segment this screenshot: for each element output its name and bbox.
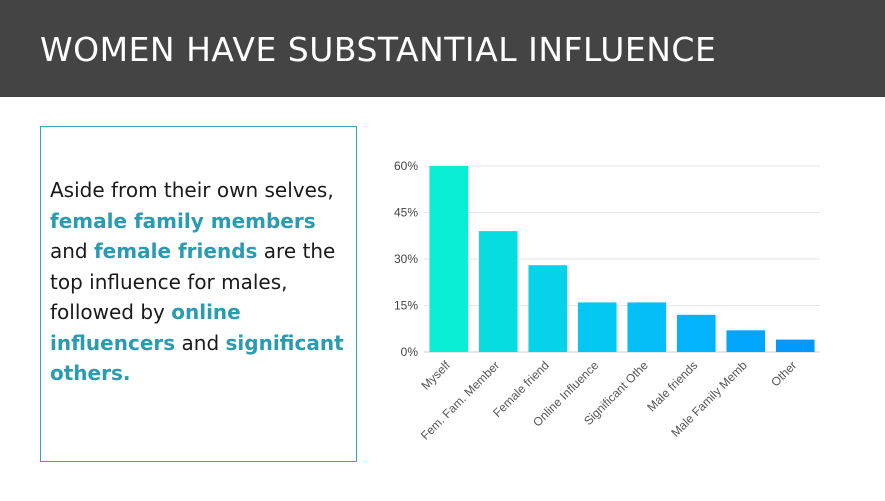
summary-text-1: Aside from their own selves, — [50, 178, 334, 202]
summary-box: Aside from their own selves, female fami… — [40, 126, 357, 462]
bar — [429, 166, 469, 352]
summary-text-3: are the top influence for males, followe… — [50, 239, 336, 324]
page-title: WOMEN HAVE SUBSTANTIAL INFLUENCE — [40, 30, 717, 69]
y-tick-label: 15% — [394, 299, 418, 313]
x-tick-label: Myself — [418, 358, 453, 393]
bar — [775, 339, 815, 352]
x-tick-label: Other — [768, 358, 799, 389]
highlight-female-family: female family members — [50, 208, 316, 233]
bar — [726, 330, 766, 352]
summary-text-2: and — [50, 239, 94, 263]
title-bar: WOMEN HAVE SUBSTANTIAL INFLUENCE — [0, 0, 885, 97]
y-tick-label: 0% — [401, 345, 419, 359]
bar — [577, 302, 617, 352]
highlight-online-influencers: online influencers — [50, 300, 241, 355]
highlight-female-friends: female friends — [93, 239, 258, 263]
bar — [478, 231, 518, 352]
bar — [528, 265, 568, 352]
y-tick-label: 30% — [394, 252, 418, 266]
summary-text: Aside from their own selves, female fami… — [50, 175, 355, 389]
bar — [676, 314, 716, 352]
y-tick-label: 60% — [394, 159, 418, 173]
y-tick-label: 45% — [394, 206, 418, 220]
summary-text-4: and — [175, 330, 226, 355]
highlight-significant-others: significant others. — [50, 330, 344, 386]
bar — [627, 302, 667, 352]
